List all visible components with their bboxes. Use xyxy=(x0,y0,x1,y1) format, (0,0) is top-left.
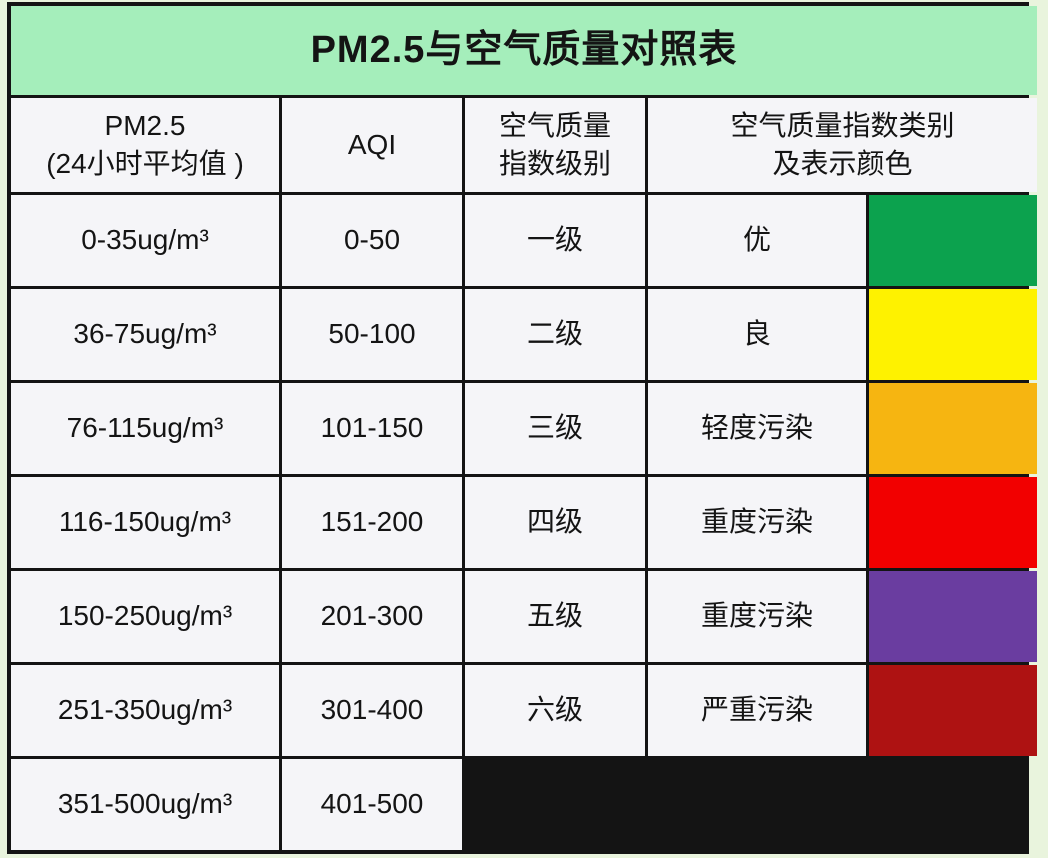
header-aqi-label: AQI xyxy=(347,128,397,160)
color-swatch-orange xyxy=(869,383,1037,474)
color-swatch-purple xyxy=(869,571,1037,662)
aqi-cell: 50-100 xyxy=(282,289,462,380)
category-cell-merged: 严重污染 xyxy=(648,665,866,756)
category-cell: 良 xyxy=(648,289,866,380)
pm25-cell: 116-150ug/m³ xyxy=(11,477,279,568)
aqi-cell: 401-500 xyxy=(282,759,462,850)
aqi-cell: 201-300 xyxy=(282,571,462,662)
header-category-line1: 空气质量指数类别 xyxy=(730,109,955,141)
aqi-cell: 301-400 xyxy=(282,665,462,756)
pm25-cell: 351-500ug/m³ xyxy=(11,759,279,850)
category-cell: 重度污染 xyxy=(648,477,866,568)
pm25-cell: 76-115ug/m³ xyxy=(11,383,279,474)
level-cell: 二级 xyxy=(465,289,645,380)
category-cell: 重度污染 xyxy=(648,571,866,662)
pm25-cell: 0-35ug/m³ xyxy=(11,195,279,286)
pm25-cell: 150-250ug/m³ xyxy=(11,571,279,662)
aqi-cell: 151-200 xyxy=(282,477,462,568)
level-cell: 三级 xyxy=(465,383,645,474)
color-swatch-dark-red xyxy=(869,665,1037,756)
header-category-color: 空气质量指数类别 及表示颜色 xyxy=(648,98,1037,192)
header-level-line1: 空气质量 xyxy=(498,109,611,141)
header-pm25-line2: (24小时平均值 ) xyxy=(46,147,244,179)
aqi-comparison-table: PM2.5与空气质量对照表 PM2.5 (24小时平均值 ) AQI 空气质量 … xyxy=(7,2,1037,854)
category-cell: 轻度污染 xyxy=(648,383,866,474)
color-swatch-red xyxy=(869,477,1037,568)
category-cell: 优 xyxy=(648,195,866,286)
header-level: 空气质量 指数级别 xyxy=(465,98,645,192)
header-category-line2: 及表示颜色 xyxy=(772,147,913,179)
pm25-cell: 36-75ug/m³ xyxy=(11,289,279,380)
color-swatch-yellow xyxy=(869,289,1037,380)
level-cell: 五级 xyxy=(465,571,645,662)
level-cell-merged: 六级 xyxy=(465,665,645,756)
level-cell: 四级 xyxy=(465,477,645,568)
pm25-cell: 251-350ug/m³ xyxy=(11,665,279,756)
level-cell: 一级 xyxy=(465,195,645,286)
header-pm25: PM2.5 (24小时平均值 ) xyxy=(11,98,279,192)
color-swatch-green xyxy=(869,195,1037,286)
aqi-cell: 101-150 xyxy=(282,383,462,474)
header-aqi: AQI xyxy=(282,98,462,192)
header-pm25-line1: PM2.5 xyxy=(104,109,186,141)
header-level-line2: 指数级别 xyxy=(498,147,611,179)
page-title: PM2.5与空气质量对照表 xyxy=(11,6,1037,95)
aqi-cell: 0-50 xyxy=(282,195,462,286)
